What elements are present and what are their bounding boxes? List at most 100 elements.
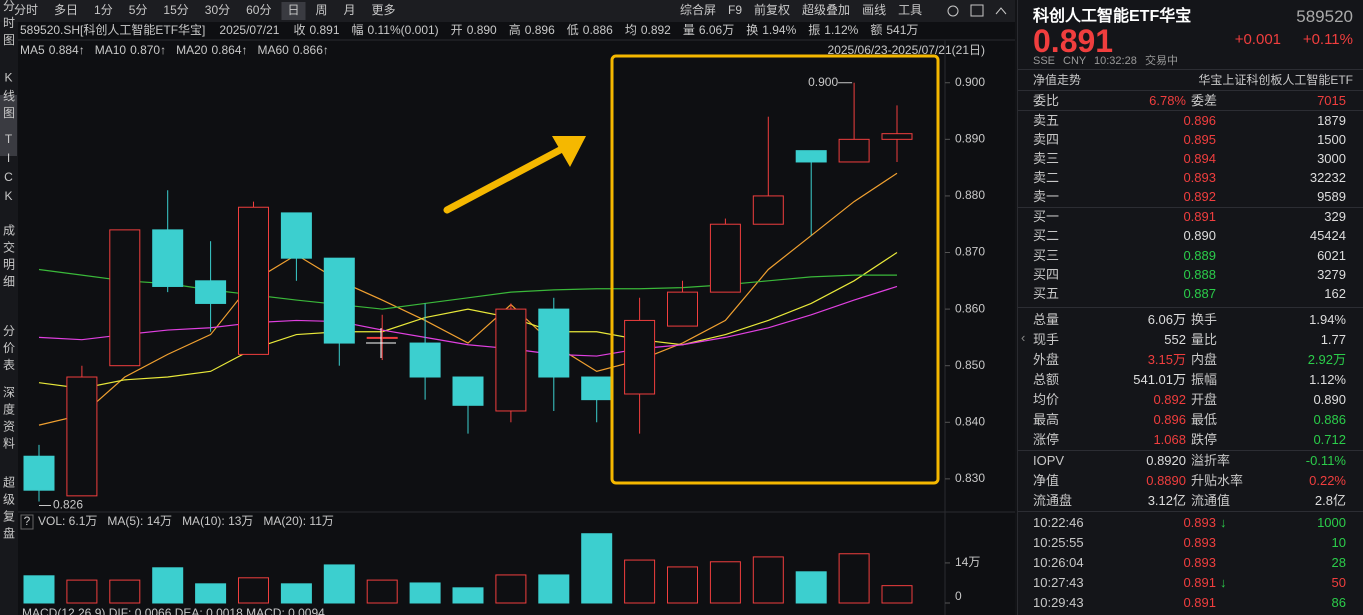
- row-label: 涨停: [1033, 432, 1060, 447]
- nav-link[interactable]: 净值走势: [1033, 73, 1082, 87]
- settings-icon[interactable]: [947, 5, 959, 17]
- field-value: 0.891: [309, 23, 339, 37]
- y-tick-label: 0.860: [955, 301, 985, 315]
- field-label: 高: [509, 22, 521, 37]
- toolbar-icons[interactable]: [947, 4, 1007, 17]
- book-volume: 6021: [1317, 247, 1346, 263]
- field-value: 0.890: [467, 23, 497, 37]
- row-value: 6.06万: [1147, 312, 1186, 327]
- ma-legend-name: MA5: [20, 43, 45, 57]
- change: +0.001: [1234, 31, 1281, 48]
- period-tab[interactable]: 30分: [205, 3, 230, 17]
- row-value: 1.12%: [1309, 372, 1346, 387]
- row-value: -0.11%: [1305, 453, 1346, 468]
- trade-volume: 86: [1331, 595, 1346, 610]
- volume-bar: [366, 579, 398, 604]
- side-tab[interactable]: 成交明细: [2, 224, 16, 292]
- row-label: 净值: [1033, 473, 1060, 488]
- help-mark: ?: [24, 514, 31, 528]
- side-tab[interactable]: K线图: [2, 71, 16, 124]
- candle-body: [795, 150, 827, 163]
- tool-button[interactable]: 画线: [862, 3, 886, 17]
- vol-legend: MA(5): 14万: [107, 514, 172, 528]
- period-tab[interactable]: 分时: [14, 3, 38, 17]
- row-label: 均价: [1033, 392, 1060, 407]
- period-tab[interactable]: 周: [316, 3, 328, 17]
- divider: [1018, 90, 1363, 91]
- field-value: 541万: [886, 23, 918, 37]
- field-value: 1.12%: [824, 23, 858, 37]
- period-tab[interactable]: 月: [344, 3, 356, 17]
- volume-bar: [66, 579, 98, 604]
- book-label: 买四: [1033, 266, 1060, 282]
- status: 10:32:28: [1094, 55, 1137, 67]
- tool-button[interactable]: 超级叠加: [802, 2, 850, 17]
- row-label: 总额: [1033, 372, 1060, 387]
- ma-legend-value: 0.870↑: [130, 43, 166, 57]
- ma-legend-name: MA60: [258, 43, 290, 57]
- row-value: 552: [1164, 332, 1186, 347]
- side-tab[interactable]: 超级复盘: [2, 475, 16, 544]
- side-tab[interactable]: 分时图: [2, 0, 16, 51]
- field-label: 幅: [352, 22, 364, 37]
- row-value: 0.892: [1153, 392, 1186, 407]
- volume-bar: [452, 587, 484, 604]
- row-value: 1.068: [1153, 432, 1186, 447]
- book-volume: 162: [1324, 286, 1346, 302]
- book-price: 0.896: [1183, 113, 1216, 128]
- trade-volume: 50: [1331, 575, 1346, 590]
- field-label: 额: [870, 23, 882, 37]
- volume-bar: [538, 574, 570, 604]
- period-tab[interactable]: 15分: [163, 3, 188, 17]
- tool-button[interactable]: F9: [728, 3, 742, 17]
- symbol: 589520.SH[科创人工智能ETF华宝]: [20, 22, 205, 37]
- row-label: 换手: [1191, 312, 1218, 327]
- period-tab[interactable]: 5分: [129, 3, 148, 17]
- period-tab[interactable]: 更多: [372, 3, 396, 17]
- row-label: 现手: [1033, 332, 1060, 347]
- divider: [1018, 511, 1363, 512]
- side-tab[interactable]: 分价表: [2, 324, 16, 375]
- trade-time: 10:27:43: [1033, 575, 1084, 590]
- expand-arrow[interactable]: ‹: [1021, 330, 1026, 345]
- period-tab[interactable]: 日: [287, 3, 299, 17]
- row-label: 内盘: [1191, 352, 1218, 367]
- book-volume: 32232: [1309, 170, 1346, 185]
- macd-legend: MACD(12,26,9) DIF: 0.0066 DEA: 0.0018 MA…: [22, 606, 325, 615]
- candle-body: [66, 376, 98, 497]
- full-name: 华宝上证科创板人工智能ETF: [1198, 73, 1353, 87]
- y-tick-label: 0.900: [955, 75, 985, 89]
- ma-line: [38, 172, 898, 426]
- field-value: 0.892: [641, 23, 671, 37]
- field-label: 收: [293, 23, 305, 37]
- tool-button[interactable]: 前复权: [754, 2, 790, 17]
- side-tab[interactable]: TICK: [2, 132, 16, 208]
- book-volume: 1500: [1317, 132, 1346, 147]
- window-icon[interactable]: [970, 4, 984, 17]
- candle-body: [624, 319, 656, 395]
- period-tab[interactable]: 1分: [94, 3, 113, 17]
- book-price: 0.892: [1183, 189, 1216, 204]
- collapse-icon[interactable]: [995, 7, 1007, 15]
- row-value: 0.886: [1313, 412, 1346, 427]
- row-label: 最低: [1191, 412, 1218, 427]
- volume-bar: [323, 564, 355, 604]
- period-tab[interactable]: 60分: [246, 3, 271, 17]
- book-label: 卖二: [1033, 170, 1060, 185]
- vol-legend: VOL: 6.1万: [38, 514, 97, 528]
- trade-time: 10:26:04: [1033, 555, 1084, 570]
- trade-volume: 10: [1331, 535, 1346, 550]
- book-label: 卖四: [1033, 132, 1060, 147]
- trade-time: 10:25:55: [1033, 535, 1084, 550]
- volume-bar: [152, 567, 184, 604]
- book-price: 0.891: [1183, 209, 1216, 224]
- side-tab[interactable]: 深度资料: [2, 386, 16, 454]
- row-value: 6.78%: [1149, 93, 1186, 108]
- volume-bar: [881, 585, 913, 604]
- period-tab[interactable]: 多日: [54, 3, 78, 17]
- tool-button[interactable]: 工具: [898, 3, 922, 17]
- book-label: 买一: [1033, 209, 1060, 224]
- side-tabs: [0, 22, 18, 615]
- book-price: 0.887: [1183, 286, 1216, 302]
- tool-button[interactable]: 综合屏: [680, 2, 716, 17]
